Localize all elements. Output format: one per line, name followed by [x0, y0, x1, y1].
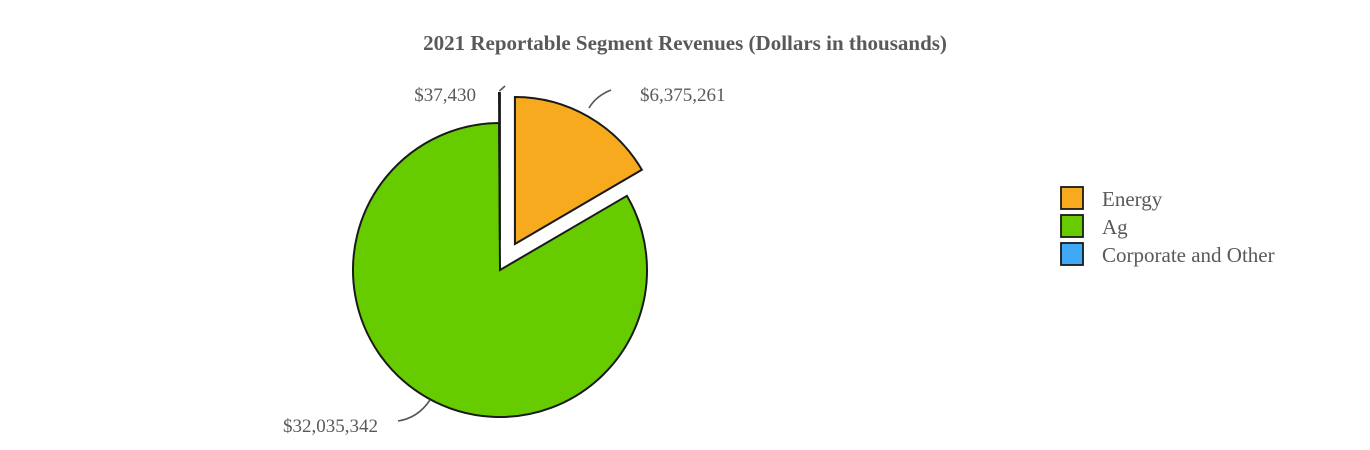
- legend-label-energy: Energy: [1102, 187, 1163, 211]
- leader-line-ag: [397, 399, 431, 422]
- data-labels: $6,375,261 $32,035,342 $37,430: [283, 85, 726, 437]
- leader-line-energy: [588, 89, 612, 109]
- legend-swatch-energy: [1060, 186, 1084, 210]
- pie-slices: [352, 92, 648, 418]
- legend-swatch-corporate-and-other: [1060, 242, 1084, 266]
- leader-line-corporate-and-other: [498, 85, 506, 92]
- pie-slice-energy: [513, 95, 644, 246]
- data-label-corporate-and-other: $37,430: [414, 85, 476, 106]
- legend-label-corporate-and-other: Corporate and Other: [1102, 243, 1275, 267]
- legend-label-ag: Ag: [1102, 215, 1128, 239]
- pie-slice-ag: [352, 121, 648, 418]
- pie-slice-corporate-and-other: [498, 92, 501, 241]
- data-label-energy: $6,375,261: [640, 85, 726, 106]
- legend: Energy Ag Corporate and Other: [1060, 186, 1275, 267]
- leader-lines: [397, 85, 612, 422]
- legend-swatch-ag: [1060, 214, 1084, 238]
- chart-title: 2021 Reportable Segment Revenues (Dollar…: [423, 31, 947, 55]
- data-label-ag: $32,035,342: [283, 416, 378, 437]
